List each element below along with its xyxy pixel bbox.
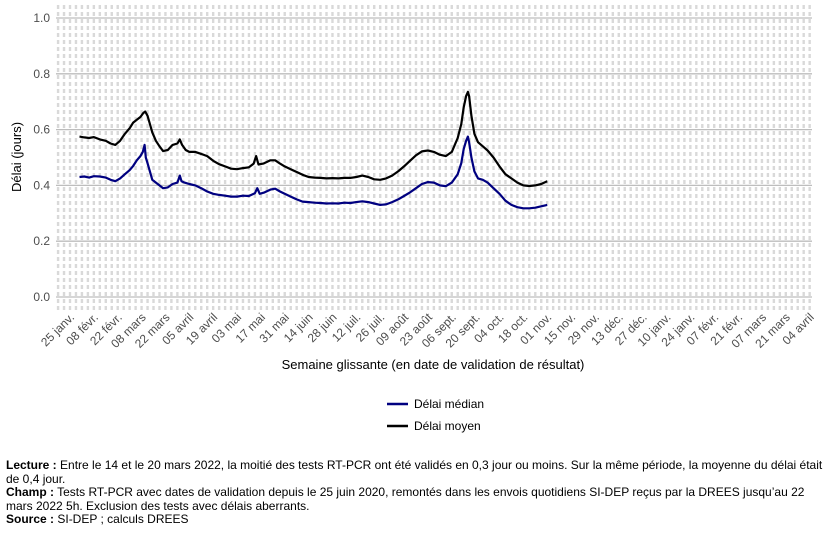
y-tick-label: 0.4 [33, 178, 50, 192]
legend-label-mean: Délai moyen [414, 419, 481, 433]
note-source-label: Source : [6, 512, 55, 526]
legend: Délai médian Délai moyen [387, 397, 484, 433]
note-lecture-label: Lecture : [6, 458, 57, 472]
y-tick-label: 0.8 [33, 67, 50, 81]
series-lines [79, 90, 548, 210]
x-axis-title: Semaine glissante (en date de validation… [282, 357, 585, 372]
series-line-median [79, 135, 548, 210]
note-champ: Champ : Tests RT-PCR avec dates de valid… [6, 485, 824, 513]
note-champ-text: Tests RT-PCR avec dates de validation de… [6, 485, 805, 513]
y-axis-title: Délai (jours) [9, 122, 24, 192]
line-chart: 0.0 0.2 0.4 0.6 0.8 1.0 25 janv.08 févr.22 fé… [9, 5, 817, 433]
minor-gridlines [56, 5, 811, 310]
note-lecture-text: Entre le 14 et le 20 mars 2022, la moiti… [6, 458, 823, 486]
note-champ-label: Champ : [6, 485, 54, 499]
major-gridlines [56, 17, 812, 298]
y-tick-label: 1.0 [33, 11, 50, 25]
y-tick-label: 0.2 [33, 234, 50, 248]
y-axis-tick-labels: 0.0 0.2 0.4 0.6 0.8 1.0 [33, 11, 50, 304]
note-source-text: SI-DEP ; calculs DREES [54, 512, 189, 526]
y-tick-label: 0.0 [33, 290, 50, 304]
y-tick-label: 0.6 [33, 123, 50, 137]
legend-label-median: Délai médian [414, 397, 484, 411]
note-lecture: Lecture : Entre le 14 et le 20 mars 2022… [6, 458, 824, 486]
note-source: Source : SI-DEP ; calculs DREES [6, 512, 824, 527]
series-line-mean [79, 90, 548, 188]
chart-notes: Lecture : Entre le 14 et le 20 mars 2022… [6, 458, 824, 527]
